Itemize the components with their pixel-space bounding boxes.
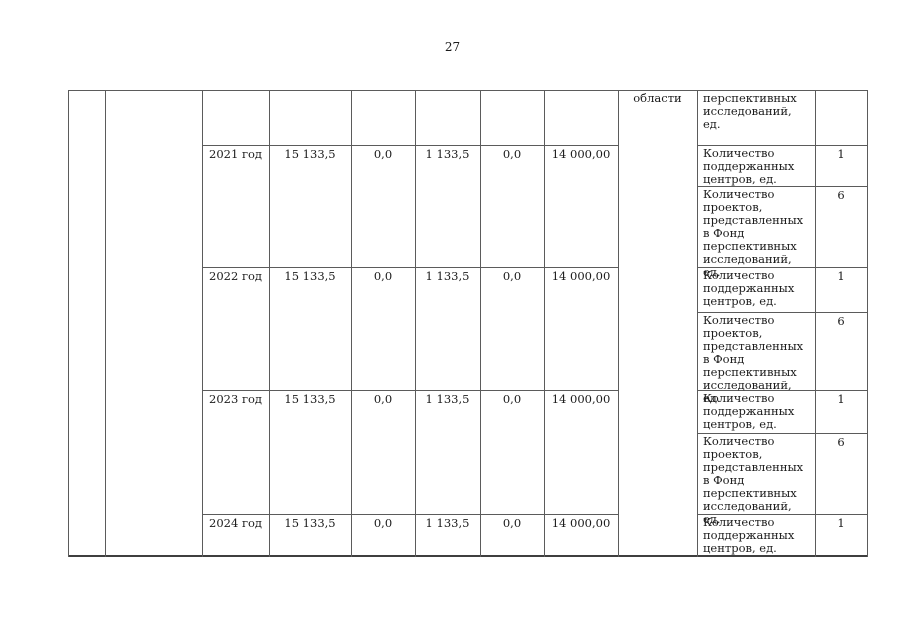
grid-line-h xyxy=(697,390,867,391)
grid-line-v xyxy=(544,90,545,557)
amount-cell: 14 000,00 xyxy=(551,147,611,161)
grid-line-v xyxy=(269,90,270,557)
carryover-indicator-cell: перспективных исследований, ед. xyxy=(703,91,797,131)
amount-cell: 0,0 xyxy=(373,147,393,161)
grid-line-v xyxy=(351,90,352,557)
indicator-value-cell: 6 xyxy=(837,188,845,202)
grid-line-v xyxy=(68,90,69,557)
amount-cell: 0,0 xyxy=(502,269,522,283)
indicator-value-cell: 6 xyxy=(837,435,845,449)
grid-line-v xyxy=(202,90,203,557)
indicator-value-cell: 1 xyxy=(837,392,845,406)
grid-line-h xyxy=(697,267,867,268)
year-cell: 2024 год xyxy=(209,516,262,530)
year-cell: 2022 год xyxy=(209,269,262,283)
grid-line-h xyxy=(697,433,867,434)
amount-cell: 0,0 xyxy=(502,516,522,530)
indicator-value-cell: 1 xyxy=(837,516,845,530)
grid-line-v xyxy=(618,90,619,557)
amount-cell: 0,0 xyxy=(502,392,522,406)
grid-line-h xyxy=(68,90,868,91)
grid-line-v xyxy=(480,90,481,557)
indicator-value-cell: 1 xyxy=(837,269,845,283)
amount-cell: 15 133,5 xyxy=(284,392,336,406)
amount-cell: 0,0 xyxy=(373,516,393,530)
grid-line-h xyxy=(202,514,618,515)
grid-line-v xyxy=(697,90,698,557)
indicator-label-cell: Количество проектов, представленных в Фо… xyxy=(703,187,804,279)
amount-cell: 15 133,5 xyxy=(284,269,336,283)
grid-line-h xyxy=(697,514,867,515)
grid-line-h xyxy=(202,267,618,268)
grid-line-v xyxy=(105,90,106,557)
amount-cell: 0,0 xyxy=(373,392,393,406)
indicator-label-cell: Количество поддержанных центров, ед. xyxy=(703,146,795,186)
indicator-value-cell: 6 xyxy=(837,314,845,328)
indicator-label-cell: Количество поддержанных центров, ед. xyxy=(703,268,795,308)
amount-cell: 0,0 xyxy=(373,269,393,283)
year-cell: 2023 год xyxy=(209,392,262,406)
grid-line-h xyxy=(697,186,867,187)
amount-cell: 14 000,00 xyxy=(551,269,611,283)
page-number: 27 xyxy=(444,40,461,54)
grid-line-h xyxy=(697,145,867,146)
amount-cell: 15 133,5 xyxy=(284,516,336,530)
indicator-label-cell: Количество поддержанных центров, ед. xyxy=(703,391,795,431)
grid-line-v xyxy=(415,90,416,557)
indicator-label-cell: Количество проектов, представленных в Фо… xyxy=(703,313,804,405)
grid-line-h xyxy=(68,555,868,557)
amount-cell: 1 133,5 xyxy=(425,147,470,161)
year-cell: 2021 год xyxy=(209,147,262,161)
carryover-oblast-cell: области xyxy=(633,91,682,105)
amount-cell: 14 000,00 xyxy=(551,392,611,406)
indicator-value-cell: 1 xyxy=(837,147,845,161)
amount-cell: 1 133,5 xyxy=(425,516,470,530)
grid-line-h xyxy=(697,312,867,313)
grid-line-v xyxy=(815,90,816,557)
amount-cell: 1 133,5 xyxy=(425,269,470,283)
grid-line-h xyxy=(202,145,618,146)
grid-line-h xyxy=(202,390,618,391)
amount-cell: 15 133,5 xyxy=(284,147,336,161)
indicator-label-cell: Количество проектов, представленных в Фо… xyxy=(703,434,804,526)
amount-cell: 1 133,5 xyxy=(425,392,470,406)
amount-cell: 0,0 xyxy=(502,147,522,161)
indicator-label-cell: Количество поддержанных центров, ед. xyxy=(703,515,795,555)
amount-cell: 14 000,00 xyxy=(551,516,611,530)
grid-line-v xyxy=(867,90,868,557)
